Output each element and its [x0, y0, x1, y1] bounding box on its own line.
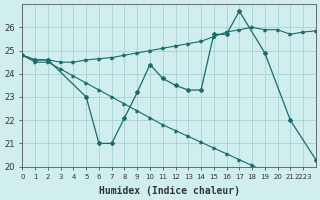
- X-axis label: Humidex (Indice chaleur): Humidex (Indice chaleur): [99, 186, 240, 196]
